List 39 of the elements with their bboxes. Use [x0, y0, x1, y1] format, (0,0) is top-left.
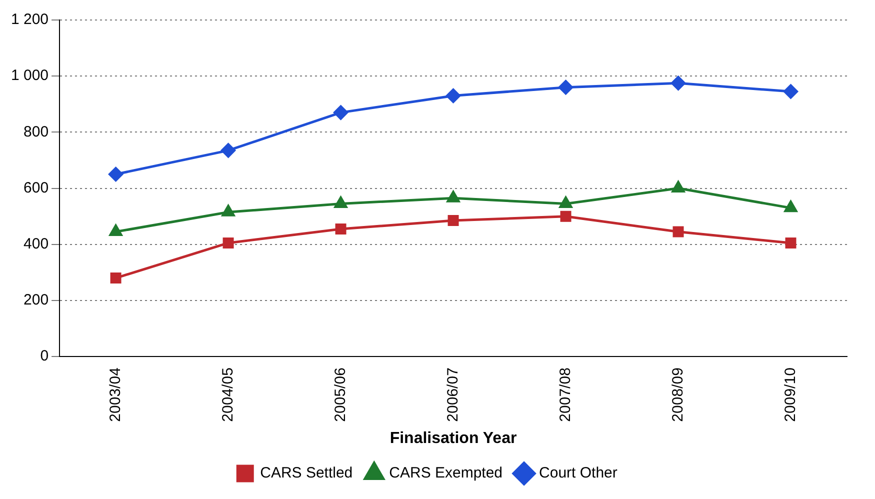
point [110, 272, 122, 284]
point [108, 167, 124, 182]
point [446, 88, 461, 103]
point [672, 181, 685, 193]
point [558, 80, 574, 95]
y-tick-label: 800 [24, 123, 49, 140]
x-tick-label: 2004/05 [219, 368, 236, 422]
point [784, 84, 798, 99]
x-tick-label: 2005/06 [332, 368, 349, 422]
point [335, 223, 346, 234]
point [560, 210, 572, 222]
x-tick-label: 2007/08 [556, 368, 574, 422]
x-tick-label: 2003/04 [106, 368, 124, 422]
point [671, 76, 686, 90]
y-tick-label: 0 [40, 348, 49, 365]
y-tick-label: 1 000 [10, 67, 49, 84]
point [221, 143, 236, 158]
legend-label: CARS Settled [260, 464, 353, 482]
point [222, 204, 235, 216]
x-tick-label: 2006/07 [444, 368, 462, 422]
point [672, 226, 684, 238]
y-tick-label: 1 200 [10, 11, 49, 28]
x-axis-title: Finalisation Year [390, 430, 517, 447]
x-tick-label: 2008/09 [669, 368, 686, 422]
point [784, 200, 798, 212]
y-tick-label: 600 [24, 179, 49, 196]
y-tick-label: 200 [24, 292, 49, 309]
x-tick-label: 2009/10 [782, 368, 799, 422]
point [109, 224, 122, 236]
point [222, 237, 234, 248]
legend-label: CARS Exempted [389, 464, 503, 482]
y-tick-label: 400 [24, 236, 49, 253]
point [334, 105, 348, 120]
point [448, 215, 459, 226]
point [559, 196, 572, 208]
point [446, 190, 460, 202]
point [334, 196, 348, 208]
point [785, 237, 796, 248]
legend-label: Court Other [539, 464, 618, 482]
